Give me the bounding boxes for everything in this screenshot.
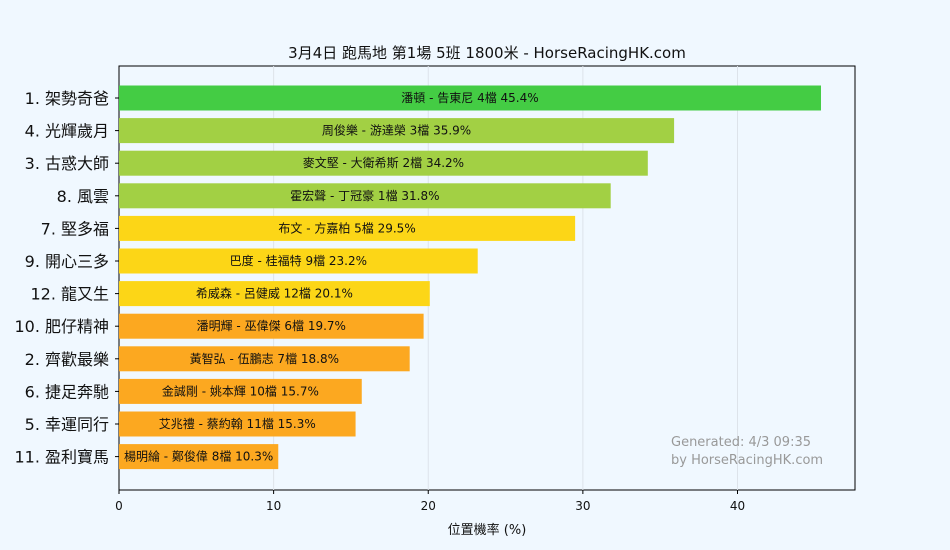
bar <box>119 411 356 437</box>
category-label: 2. 齊歡最樂 <box>25 350 109 369</box>
category-label: 4. 光輝歲月 <box>25 122 109 141</box>
bar-label: 金誠剛 - 姚本輝 10檔 15.7% <box>162 383 319 398</box>
category-label: 1. 架勢奇爸 <box>25 89 109 108</box>
bar-label: 巴度 - 桂福特 9檔 23.2% <box>230 253 367 268</box>
x-tick-label: 10 <box>266 499 281 513</box>
x-tick-label: 20 <box>421 499 436 513</box>
bar <box>119 85 821 111</box>
bar <box>119 346 410 372</box>
category-label: 8. 風雲 <box>57 187 109 206</box>
x-tick-label: 40 <box>730 499 745 513</box>
bar-label: 霍宏聲 - 丁冠豪 1檔 31.8% <box>290 188 439 203</box>
bar-label: 楊明綸 - 鄭俊偉 8檔 10.3% <box>124 449 273 464</box>
bar <box>119 118 675 144</box>
bar <box>119 215 576 241</box>
bar-label: 潘頓 - 告東尼 4檔 45.4% <box>401 91 538 105</box>
bar-label: 艾兆禮 - 蔡約翰 11檔 15.3% <box>159 416 316 431</box>
category-labels: 1. 架勢奇爸 4. 光輝歲月 3. 古惑大師 8. 風雲 7. 堅多福 9. 開心三多 1… <box>14 89 119 467</box>
watermark-generated: Generated: 4/3 09:35 <box>671 435 811 450</box>
x-axis-label: 位置機率 (%) <box>448 522 527 538</box>
watermark-site: by HorseRacingHK.com <box>671 453 823 468</box>
bar-label: 布文 - 方嘉柏 5檔 29.5% <box>278 220 415 235</box>
category-label: 9. 開心三多 <box>25 252 109 271</box>
bar-label: 希威森 - 呂健威 12檔 20.1% <box>196 286 353 301</box>
x-tick-label: 30 <box>575 499 590 513</box>
x-axis-ticks: 0 10 20 30 40 <box>115 490 745 513</box>
bars: 潘頓 - 告東尼 4檔 45.4% 周俊樂 - 游達榮 3檔 35.9% 麥文堅 -… <box>119 85 821 470</box>
bar <box>119 378 362 404</box>
category-label: 5. 幸運同行 <box>25 415 109 434</box>
chart-title: 3月4日 跑馬地 第1場 5班 1800米 - HorseRacingHK.co… <box>288 44 686 62</box>
category-label: 12. 龍又生 <box>30 285 109 304</box>
bar <box>119 444 279 470</box>
category-label: 11. 盈利寶馬 <box>14 448 109 467</box>
bar <box>119 248 478 274</box>
bar-label: 周俊樂 - 游達榮 3檔 35.9% <box>322 123 471 138</box>
x-tick-label: 0 <box>115 499 123 513</box>
category-label: 6. 捷足奔馳 <box>25 382 109 401</box>
bar <box>119 281 430 307</box>
category-label: 3. 古惑大師 <box>25 154 109 173</box>
bar-label: 黃智弘 - 伍鵬志 7檔 18.8% <box>190 351 339 366</box>
bar <box>119 183 611 209</box>
bar <box>119 313 424 339</box>
bar-label: 麥文堅 - 大衛希斯 2檔 34.2% <box>303 155 464 170</box>
bar-label: 潘明輝 - 巫偉傑 6檔 19.7% <box>197 319 346 333</box>
category-label: 10. 肥仔精神 <box>14 317 109 336</box>
category-label: 7. 堅多福 <box>41 219 109 238</box>
bar <box>119 150 648 176</box>
